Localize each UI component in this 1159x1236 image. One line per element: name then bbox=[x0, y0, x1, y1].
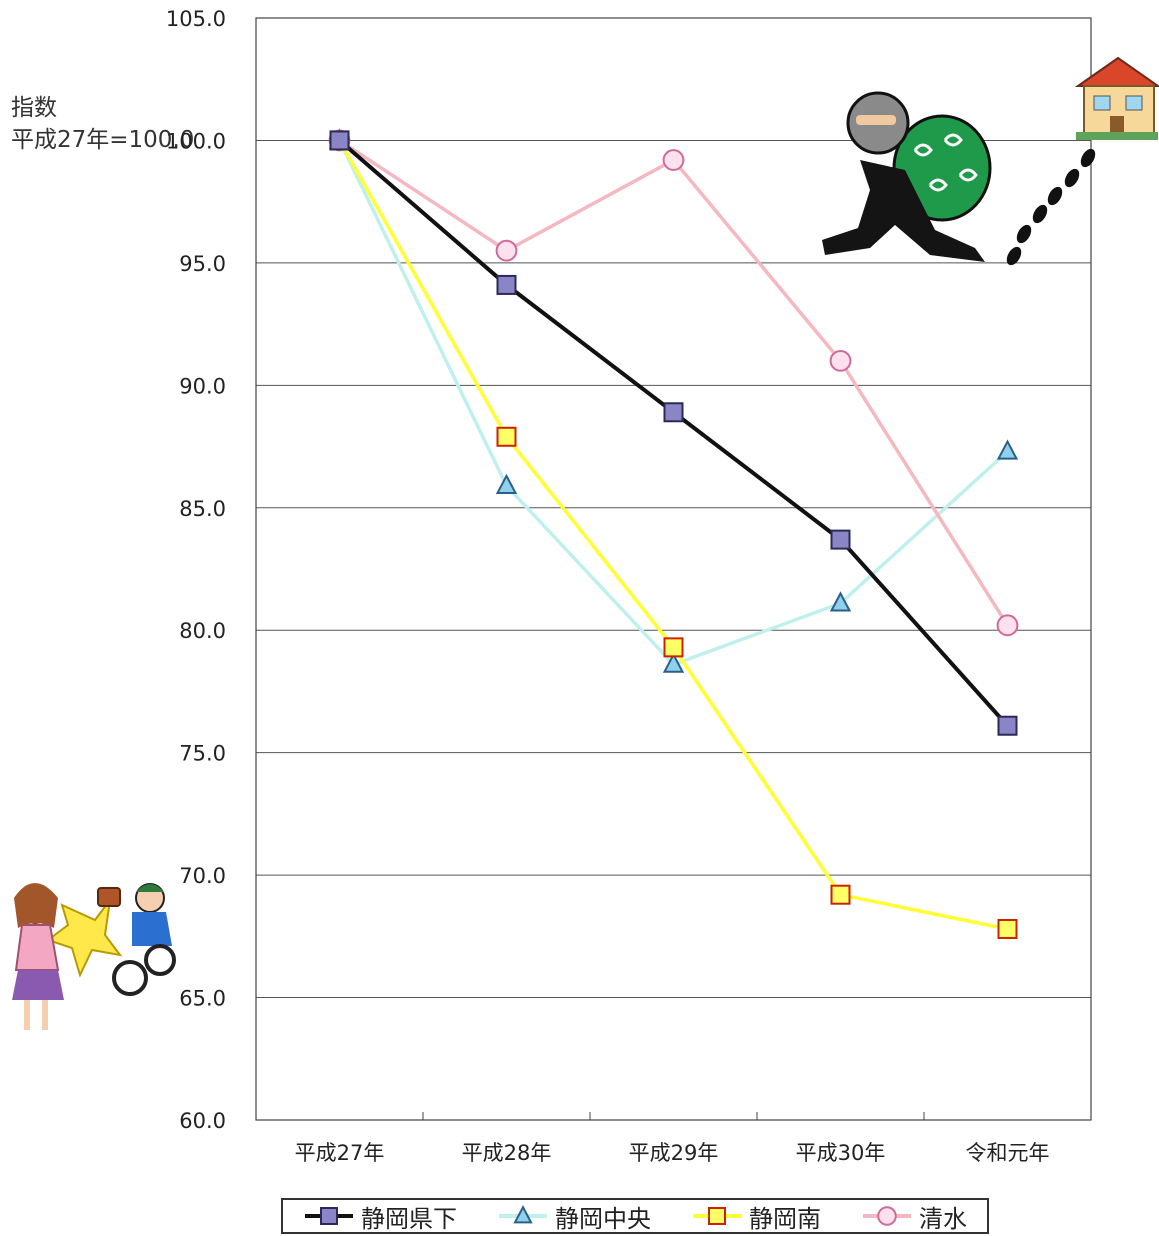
legend-label-1: 静岡県下 bbox=[361, 1204, 457, 1233]
x-tick-labels: 平成27年 平成28年 平成29年 平成30年 令和元年 bbox=[295, 1141, 1050, 1165]
legend-label-2: 静岡中央 bbox=[555, 1204, 651, 1233]
y-axis-label-line2: 平成27年=100.0 bbox=[11, 127, 195, 153]
y-tick-label-5: 80.0 bbox=[179, 619, 226, 643]
y-tick-label-1: 100.0 bbox=[166, 129, 226, 153]
marker-s3-p4 bbox=[830, 884, 851, 905]
x-tick-label-1: 平成28年 bbox=[462, 1141, 552, 1165]
marker-s1-p1 bbox=[329, 130, 350, 151]
marker-s2-p3 bbox=[662, 652, 685, 673]
marker-s4-p4 bbox=[829, 349, 852, 372]
marker-s3-p5 bbox=[997, 918, 1018, 939]
marker-s1-p3 bbox=[663, 402, 684, 423]
marker-s3-p2 bbox=[496, 426, 517, 447]
house-icon bbox=[1074, 56, 1159, 140]
legend-swatch-3 bbox=[693, 1207, 741, 1225]
series-line-3 bbox=[337, 139, 1008, 931]
y-tick-label-7: 70.0 bbox=[179, 864, 226, 888]
burglar-icon bbox=[822, 91, 992, 262]
legend-marker-1 bbox=[320, 1207, 338, 1225]
legend: 静岡県下 静岡中央 静岡南 清水 bbox=[281, 1198, 989, 1234]
legend-item-series-3: 静岡南 bbox=[691, 1199, 821, 1234]
legend-marker-2 bbox=[513, 1205, 533, 1224]
series-markers bbox=[328, 128, 1019, 939]
series-lines bbox=[337, 138, 1009, 931]
grid-lines bbox=[256, 17, 1091, 1121]
x-tick-label-0: 平成27年 bbox=[295, 1141, 385, 1165]
y-tick-label-8: 65.0 bbox=[179, 987, 226, 1011]
plot-frame bbox=[255, 17, 1092, 1121]
legend-swatch-2 bbox=[499, 1205, 547, 1224]
marker-s4-p2 bbox=[495, 239, 518, 262]
y-tick-label-0: 105.0 bbox=[166, 7, 226, 31]
y-tick-label-2: 95.0 bbox=[179, 252, 226, 276]
x-tick-label-2: 平成29年 bbox=[629, 1141, 719, 1165]
legend-item-series-4: 清水 bbox=[861, 1199, 967, 1234]
legend-marker-4 bbox=[877, 1206, 897, 1226]
bag-snatching-icon bbox=[12, 883, 176, 1030]
marker-s3-p3 bbox=[663, 637, 684, 658]
marker-s1-p2 bbox=[496, 274, 517, 295]
marker-s2-p5 bbox=[996, 439, 1019, 460]
legend-label-3: 静岡南 bbox=[749, 1204, 821, 1233]
footprints-icon bbox=[1006, 148, 1096, 266]
marker-s4-p5 bbox=[996, 614, 1019, 637]
y-tick-label-3: 90.0 bbox=[179, 374, 226, 398]
marker-s2-p4 bbox=[829, 591, 852, 612]
y-axis-label-line1: 指数 bbox=[11, 95, 57, 121]
x-tick-label-3: 平成30年 bbox=[796, 1141, 886, 1165]
y-tick-label-9: 60.0 bbox=[179, 1109, 226, 1133]
legend-label-4: 清水 bbox=[919, 1204, 967, 1233]
marker-s1-p4 bbox=[830, 529, 851, 550]
legend-item-series-1: 静岡県下 bbox=[303, 1199, 457, 1234]
marker-s4-p3 bbox=[662, 149, 685, 171]
y-tick-label-4: 85.0 bbox=[179, 497, 226, 521]
marker-s1-p5 bbox=[997, 715, 1018, 736]
plot-border bbox=[255, 17, 1092, 1121]
legend-item-series-2: 静岡中央 bbox=[497, 1199, 651, 1234]
y-tick-label-6: 75.0 bbox=[179, 742, 226, 766]
legend-swatch-1 bbox=[305, 1207, 353, 1225]
y-tick-labels: 105.0 100.0 95.0 90.0 85.0 80.0 75.0 70.0 65.0 60… bbox=[166, 7, 226, 1133]
x-tick-label-4: 令和元年 bbox=[966, 1141, 1050, 1165]
y-axis-label: 指数 平成27年=100.0 bbox=[11, 92, 194, 156]
legend-marker-3 bbox=[708, 1207, 726, 1225]
marker-s2-p2 bbox=[495, 473, 518, 494]
legend-swatch-4 bbox=[863, 1206, 911, 1226]
